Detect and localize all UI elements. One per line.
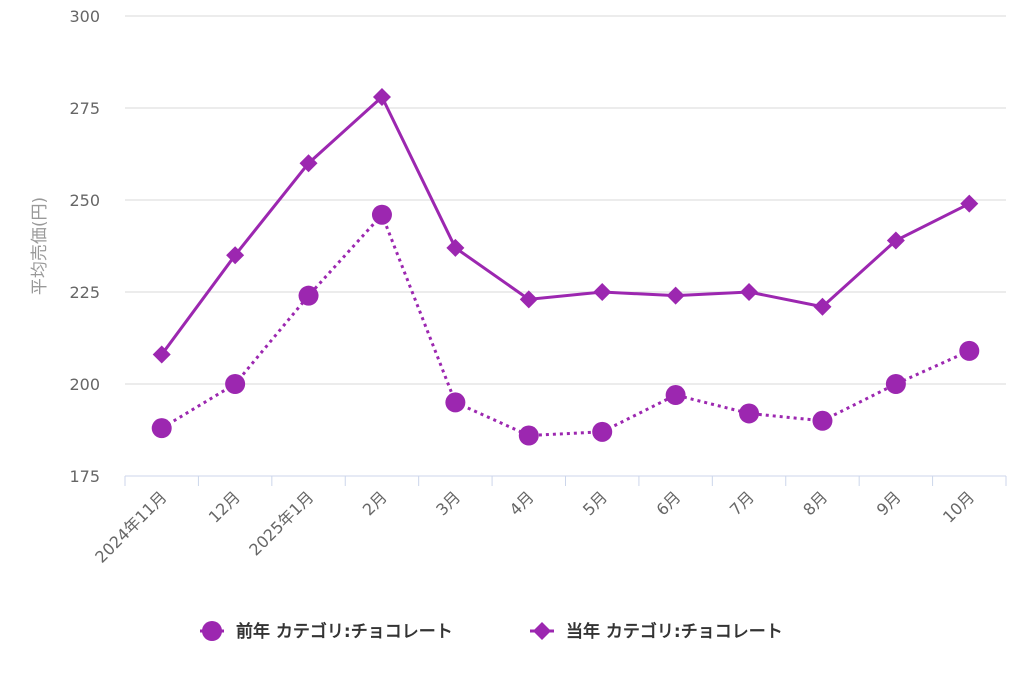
- diamond-point: [666, 286, 685, 305]
- y-tick-label: 200: [69, 375, 100, 394]
- y-tick-label: 275: [69, 99, 100, 118]
- diamond-point: [299, 154, 318, 173]
- circle-point: [445, 392, 466, 413]
- series-line: [160, 94, 970, 356]
- legend-diamond-icon: [533, 622, 551, 640]
- diamond-point: [593, 283, 612, 301]
- x-tick-label: 3月: [432, 487, 464, 519]
- diamond-point: [152, 345, 171, 364]
- circle-point: [885, 374, 906, 394]
- x-tick-label: 2025年1月: [245, 487, 317, 559]
- series-0: [151, 204, 980, 446]
- diamond-point: [226, 246, 245, 265]
- x-tick-label: 5月: [579, 487, 611, 519]
- circle-point: [225, 374, 246, 394]
- x-tick-label: 7月: [726, 487, 758, 519]
- x-tick-label: 2月: [359, 487, 391, 519]
- circle-point: [371, 204, 392, 225]
- legend-item-1[interactable]: 当年 カテゴリ:チョコレート: [530, 621, 783, 642]
- circle-point: [518, 425, 539, 446]
- diamond-point: [446, 238, 465, 257]
- diamond-point: [813, 297, 832, 316]
- legend-label: 前年 カテゴリ:チョコレート: [236, 621, 453, 642]
- legend-item-0[interactable]: 前年 カテゴリ:チョコレート: [200, 621, 453, 642]
- x-tick-label: 12月: [205, 487, 244, 526]
- circle-point: [665, 385, 686, 406]
- x-tick-label: 6月: [653, 487, 685, 519]
- y-tick-label: 300: [69, 7, 100, 26]
- legend-circle-icon: [202, 621, 222, 641]
- circle-point: [959, 340, 980, 361]
- x-tick-label: 2024年11月: [91, 487, 170, 566]
- series-line: [160, 211, 970, 438]
- circle-point: [739, 403, 760, 424]
- series-1: [152, 87, 979, 364]
- circle-point: [151, 418, 172, 439]
- circle-point: [592, 421, 613, 442]
- diamond-point: [740, 283, 759, 301]
- diamond-point: [960, 194, 979, 213]
- y-axis-label: 平均売価(円): [30, 197, 50, 295]
- x-tick-label: 4月: [506, 487, 538, 519]
- circle-point: [298, 285, 319, 306]
- diamond-point: [372, 87, 391, 106]
- diamond-point: [519, 290, 538, 309]
- x-tick-label: 9月: [873, 487, 905, 519]
- y-tick-label: 225: [69, 283, 100, 302]
- x-tick-label: 8月: [799, 487, 831, 519]
- x-tick-label: 10月: [939, 487, 978, 526]
- circle-point: [812, 410, 833, 431]
- y-tick-label: 250: [69, 191, 100, 210]
- diamond-point: [886, 231, 905, 250]
- y-tick-label: 175: [69, 467, 100, 486]
- legend-label: 当年 カテゴリ:チョコレート: [566, 621, 783, 642]
